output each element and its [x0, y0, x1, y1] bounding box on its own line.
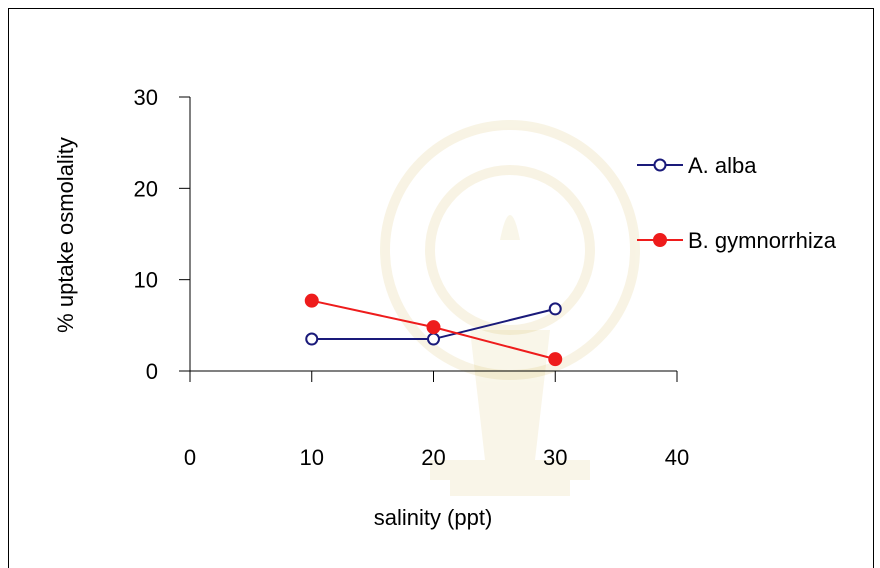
series-b-gymnorrhiza	[304, 293, 563, 367]
x-tick-label: 0	[184, 445, 196, 470]
legend-marker	[653, 233, 667, 247]
legend-item: B. gymnorrhiza	[637, 228, 837, 253]
y-tick-label: 20	[134, 176, 158, 201]
legend: A. alba B. gymnorrhiza	[637, 153, 837, 253]
series-layer	[304, 293, 563, 367]
y-tick-label: 0	[146, 359, 158, 384]
x-tick-label: 20	[421, 445, 445, 470]
x-axis-label: salinity (ppt)	[374, 505, 493, 530]
data-point	[427, 332, 440, 346]
y-ticks-group: 0 10 20 30	[134, 85, 190, 384]
legend-label: A. alba	[688, 153, 757, 178]
data-point	[304, 293, 319, 308]
series-a-alba	[305, 302, 562, 346]
y-axis-label: % uptake osmolality	[53, 137, 78, 333]
data-point	[548, 352, 563, 367]
x-tick-label: 10	[300, 445, 324, 470]
data-point	[548, 302, 562, 316]
y-tick-label: 10	[134, 268, 158, 293]
data-point	[305, 332, 319, 346]
data-point	[426, 320, 441, 335]
y-tick-label: 30	[134, 85, 158, 110]
legend-marker	[653, 158, 667, 172]
legend-item: A. alba	[637, 153, 757, 178]
legend-label: B. gymnorrhiza	[688, 228, 837, 253]
x-ticks-group: 0 10 20 30 40	[184, 371, 689, 470]
x-tick-label: 30	[543, 445, 567, 470]
chart-frame	[8, 8, 874, 568]
x-tick-label: 40	[665, 445, 689, 470]
